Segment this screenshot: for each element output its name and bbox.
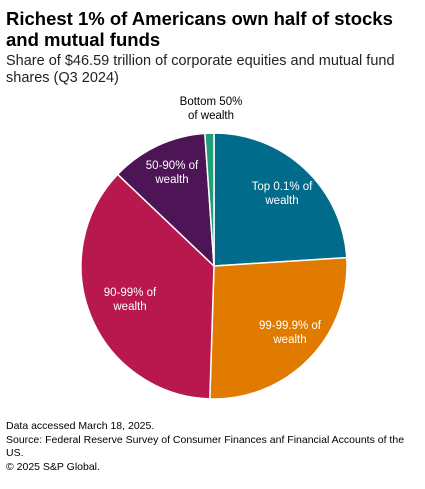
data-accessed-note: Data accessed March 18, 2025. [6,420,155,432]
copyright-note: © 2025 S&P Global. [6,460,100,473]
chart-title: Richest 1% of Americans own half of stoc… [6,8,393,50]
slice-label-4: Bottom 50% of wealth [180,96,243,122]
pie-slice-4 [204,132,215,267]
chart-subtitle: Share of $46.59 trillion of corporate eq… [6,53,395,86]
pie-slice-1 [209,256,348,400]
slice-label-0: Top 0.1% of wealth [252,181,314,207]
pie-slice-0 [213,132,348,267]
slice-label-1: 99-99.9% of wealth [259,320,322,346]
pie-slice-3 [116,132,215,268]
pie-chart: Top 0.1% of wealth 99-99.9% of wealth 90-99%… [80,96,348,400]
slice-label-2: 90-99% of wealth [104,287,157,313]
slice-label-3: 50-90% of wealth [146,160,199,186]
source-note: Source: Federal Reserve Survey of Consum… [6,433,405,460]
chart-footer: Data accessed March 18, 2025. Source: Fe… [6,420,421,474]
pie-slice-2 [80,173,215,400]
